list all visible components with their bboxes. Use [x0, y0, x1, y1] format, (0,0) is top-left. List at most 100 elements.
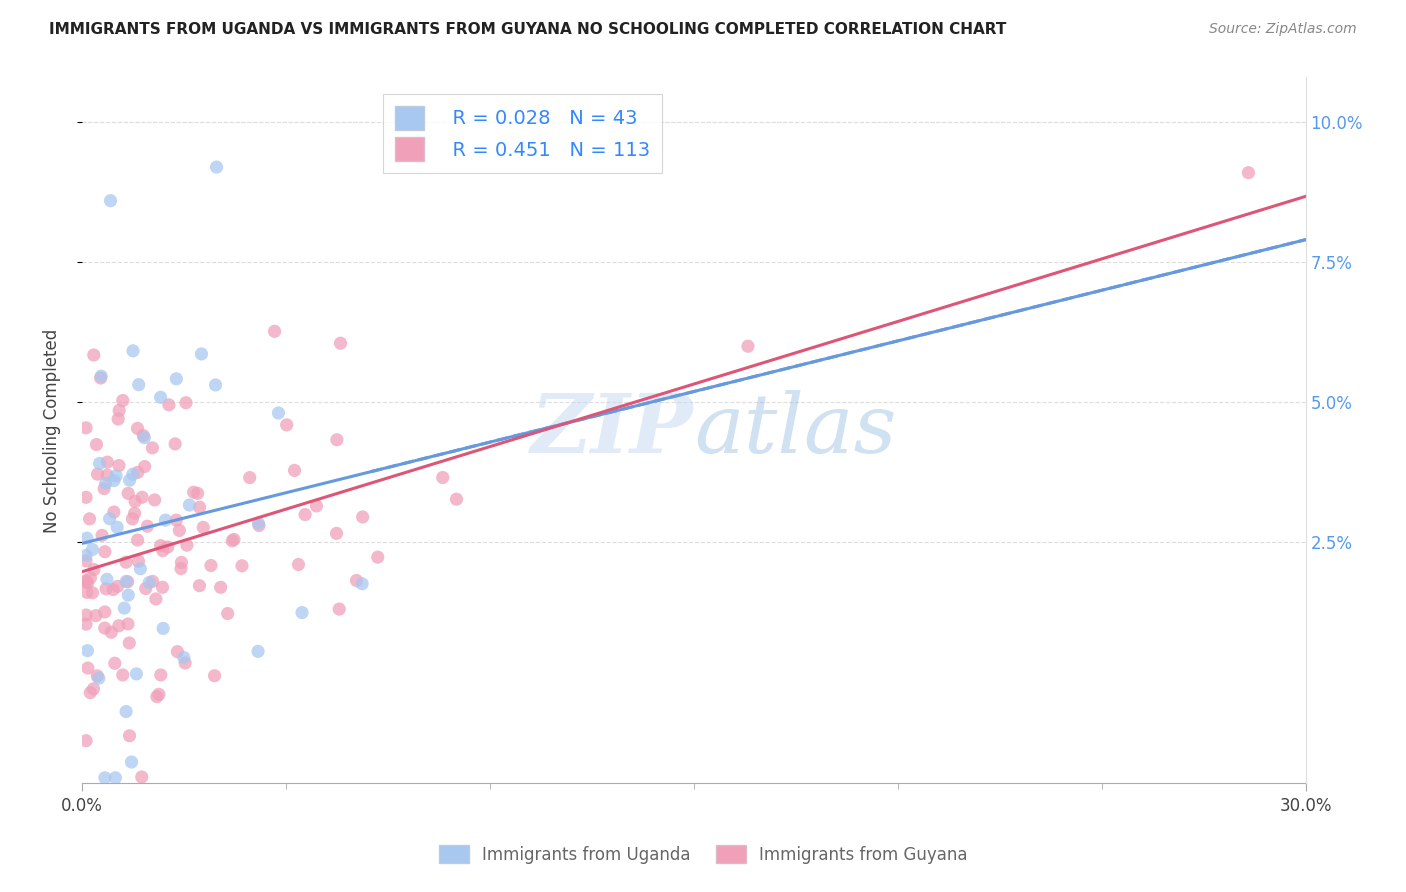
Point: [94, 545, 117, 559]
Point: [94, 476, 117, 491]
Point: [118, 729, 141, 743]
Point: [221, 533, 243, 548]
Point: [267, 406, 290, 420]
Point: [117, 574, 139, 589]
Point: [188, 500, 211, 515]
Point: [124, 506, 146, 520]
Point: [155, 513, 177, 527]
Point: [263, 324, 285, 338]
Point: [145, 591, 167, 606]
Point: [141, 441, 163, 455]
Point: [124, 494, 146, 508]
Point: [152, 622, 174, 636]
Point: [217, 607, 239, 621]
Point: [75, 421, 97, 435]
Point: [200, 558, 222, 573]
Point: [247, 518, 270, 533]
Point: [170, 561, 193, 575]
Point: [94, 605, 117, 619]
Point: [107, 579, 129, 593]
Point: [118, 473, 141, 487]
Point: [247, 644, 270, 658]
Point: [127, 466, 149, 480]
Point: [291, 606, 314, 620]
Point: [367, 550, 389, 565]
Point: [75, 574, 97, 588]
Point: [149, 668, 172, 682]
Point: [204, 669, 226, 683]
Point: [96, 572, 118, 586]
Point: [138, 575, 160, 590]
Point: [98, 512, 121, 526]
Point: [352, 510, 374, 524]
Point: [82, 586, 104, 600]
Point: [170, 556, 193, 570]
Point: [1237, 166, 1260, 180]
Point: [82, 542, 104, 557]
Point: [205, 160, 228, 174]
Point: [121, 512, 143, 526]
Point: [108, 458, 131, 473]
Point: [76, 643, 98, 657]
Point: [104, 657, 127, 671]
Text: IMMIGRANTS FROM UGANDA VS IMMIGRANTS FROM GUYANA NO SCHOOLING COMPLETED CORRELAT: IMMIGRANTS FROM UGANDA VS IMMIGRANTS FRO…: [49, 22, 1007, 37]
Point: [283, 463, 305, 477]
Point: [352, 576, 374, 591]
Point: [174, 396, 197, 410]
Point: [131, 770, 153, 784]
Point: [108, 403, 131, 417]
Point: [129, 562, 152, 576]
Point: [75, 617, 97, 632]
Point: [86, 437, 108, 451]
Point: [188, 579, 211, 593]
Point: [325, 526, 347, 541]
Point: [121, 755, 143, 769]
Point: [94, 771, 117, 785]
Point: [75, 608, 97, 623]
Point: [328, 602, 350, 616]
Point: [122, 343, 145, 358]
Point: [86, 669, 108, 683]
Point: [247, 516, 270, 531]
Point: [231, 558, 253, 573]
Point: [166, 645, 188, 659]
Point: [115, 574, 138, 589]
Point: [77, 661, 100, 675]
Point: [176, 538, 198, 552]
Point: [90, 369, 112, 384]
Point: [111, 393, 134, 408]
Point: [165, 437, 187, 451]
Point: [125, 666, 148, 681]
Point: [105, 468, 128, 483]
Point: [105, 520, 128, 534]
Point: [127, 533, 149, 547]
Point: [134, 431, 156, 445]
Point: [89, 457, 111, 471]
Point: [329, 336, 352, 351]
Point: [79, 571, 101, 585]
Point: [432, 470, 454, 484]
Point: [187, 486, 209, 500]
Point: [152, 580, 174, 594]
Text: atlas: atlas: [693, 391, 896, 470]
Point: [75, 549, 97, 563]
Point: [112, 601, 135, 615]
Point: [222, 533, 245, 547]
Point: [169, 524, 191, 538]
Point: [103, 474, 125, 488]
Point: [156, 540, 179, 554]
Point: [115, 705, 138, 719]
Point: [115, 555, 138, 569]
Point: [100, 194, 122, 208]
Point: [128, 377, 150, 392]
Point: [141, 574, 163, 589]
Y-axis label: No Schooling Completed: No Schooling Completed: [44, 328, 60, 533]
Point: [134, 459, 156, 474]
Point: [204, 378, 226, 392]
Point: [103, 582, 125, 597]
Point: [76, 575, 98, 590]
Point: [174, 656, 197, 670]
Point: [287, 558, 309, 572]
Point: [76, 531, 98, 545]
Point: [117, 486, 139, 500]
